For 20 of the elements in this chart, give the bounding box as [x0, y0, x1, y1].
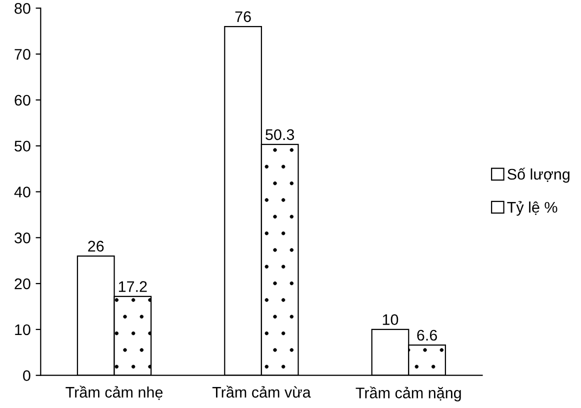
- y-tick-label: 10: [15, 324, 30, 336]
- y-tick-label: 50: [14, 140, 30, 152]
- y-tick-label: 40: [14, 186, 30, 198]
- data-label: 76: [235, 11, 251, 22]
- data-label: 10: [382, 314, 398, 326]
- y-tick-label: 60: [14, 94, 30, 106]
- y-tick-label: 80: [14, 3, 30, 14]
- x-tick-label: Trầm cảm nhẹ: [66, 386, 163, 400]
- x-tick-label: Trầm cảm vừa: [212, 386, 311, 398]
- y-tick-label: 30: [14, 232, 30, 244]
- data-label: 26: [88, 240, 104, 252]
- data-label: 6.6: [417, 330, 437, 341]
- data-label: 50.3: [266, 129, 294, 140]
- y-tick-label: 0: [23, 370, 30, 382]
- data-label: 17.2: [118, 281, 147, 292]
- legend-label: Tỷ lệ %: [507, 201, 558, 216]
- legend-label: Số lượng: [508, 168, 570, 183]
- x-tick-label: Trầm cảm nặng: [356, 386, 461, 402]
- y-tick-label: 70: [14, 48, 30, 60]
- y-tick-label: 20: [14, 278, 30, 290]
